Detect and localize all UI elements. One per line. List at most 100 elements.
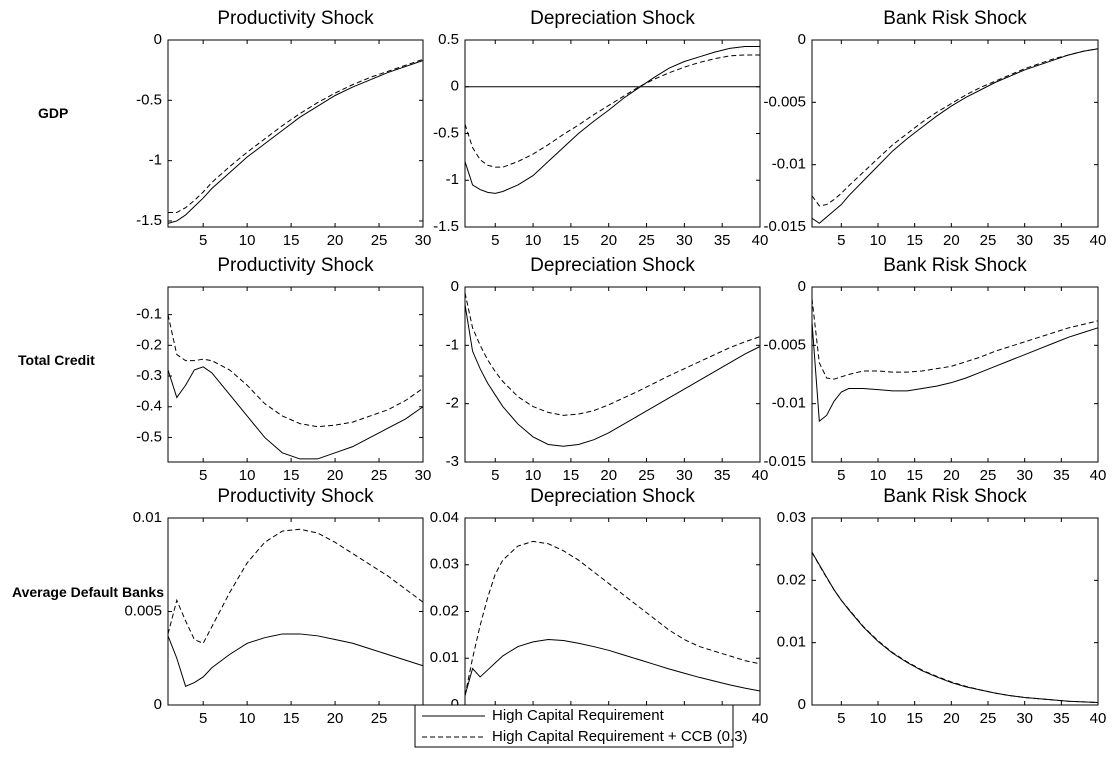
- x-tick-label: 5: [199, 232, 207, 249]
- series-line: [811, 48, 1099, 224]
- x-tick-label: 35: [1053, 467, 1070, 484]
- x-tick-label: 20: [327, 467, 344, 484]
- y-tick-label: -0.01: [772, 395, 806, 412]
- y-tick-label: -0.015: [763, 218, 806, 235]
- chart-title: Depreciation Shock: [530, 486, 695, 507]
- y-tick-label: 0.01: [777, 634, 806, 651]
- y-tick-label: 0.005: [124, 602, 162, 619]
- axes-box: [167, 286, 424, 463]
- series-line: [811, 298, 1099, 380]
- row-label: Average Default Banks: [12, 584, 164, 600]
- row-label: GDP: [38, 105, 69, 121]
- y-tick-label: 0: [154, 31, 162, 48]
- x-tick-label: 10: [870, 710, 887, 727]
- x-tick-label: 20: [943, 232, 960, 249]
- x-tick-label: 30: [1016, 710, 1033, 727]
- x-tick-label: 40: [1090, 710, 1107, 727]
- axes-box: [464, 517, 761, 706]
- chart-title: Depreciation Shock: [530, 255, 695, 276]
- series-line: [464, 54, 760, 168]
- x-tick-label: 25: [371, 232, 388, 249]
- y-tick-label: -0.015: [763, 453, 806, 470]
- x-tick-label: 5: [199, 710, 207, 727]
- y-tick-label: -0.005: [763, 93, 806, 110]
- x-tick-label: 40: [752, 467, 769, 484]
- x-tick-label: 10: [525, 232, 542, 249]
- x-tick-label: 35: [1053, 232, 1070, 249]
- chart-title: Bank Risk Shock: [883, 486, 1027, 507]
- x-tick-label: 15: [283, 232, 300, 249]
- x-tick-label: 40: [1090, 467, 1107, 484]
- y-tick-label: -0.2: [136, 336, 162, 353]
- axes-box: [464, 286, 761, 463]
- chart-title: Bank Risk Shock: [883, 8, 1027, 29]
- y-tick-label: 0.5: [438, 31, 459, 48]
- x-tick-label: 10: [239, 710, 256, 727]
- series-line: [167, 60, 424, 224]
- x-tick-label: 25: [371, 710, 388, 727]
- x-tick-label: 20: [943, 710, 960, 727]
- x-tick-label: 30: [676, 467, 693, 484]
- x-tick-label: 30: [415, 467, 432, 484]
- x-tick-label: 10: [525, 467, 542, 484]
- chart-title: Depreciation Shock: [530, 8, 695, 29]
- x-tick-label: 5: [199, 467, 207, 484]
- x-tick-label: 15: [563, 467, 580, 484]
- x-tick-label: 25: [638, 467, 655, 484]
- x-tick-label: 10: [870, 232, 887, 249]
- y-tick-label: -0.4: [136, 398, 162, 415]
- x-tick-label: 40: [752, 232, 769, 249]
- x-tick-label: 10: [239, 232, 256, 249]
- series-line: [464, 292, 761, 416]
- x-tick-label: 15: [283, 710, 300, 727]
- y-tick-label: 0: [451, 278, 459, 295]
- series-line: [167, 528, 424, 644]
- y-tick-label: 0.03: [430, 556, 459, 573]
- y-tick-label: 0: [451, 696, 459, 713]
- series-line: [464, 639, 761, 696]
- y-tick-label: -0.1: [136, 306, 162, 323]
- x-tick-label: 20: [327, 710, 344, 727]
- y-tick-label: 0: [154, 696, 162, 713]
- x-tick-label: 25: [980, 710, 997, 727]
- axes-box: [811, 286, 1099, 463]
- y-tick-label: -1: [446, 171, 459, 188]
- y-tick-label: 0: [798, 278, 806, 295]
- legend-box: [414, 704, 734, 748]
- x-tick-label: 15: [906, 710, 923, 727]
- x-tick-label: 25: [638, 232, 655, 249]
- y-tick-label: -0.5: [433, 124, 459, 141]
- series-line: [168, 58, 424, 214]
- axes-box: [811, 517, 1099, 706]
- x-tick-label: 25: [980, 467, 997, 484]
- y-tick-label: -3: [446, 453, 459, 470]
- row-label: Total Credit: [18, 352, 95, 368]
- x-tick-label: 40: [1090, 232, 1107, 249]
- x-tick-label: 5: [491, 467, 499, 484]
- axes-box: [167, 517, 424, 706]
- series-line: [811, 552, 1099, 704]
- series-line: [811, 321, 1099, 423]
- y-tick-label: -0.01: [772, 156, 806, 173]
- x-tick-label: 35: [714, 467, 731, 484]
- x-tick-label: 10: [239, 467, 256, 484]
- series-line: [167, 366, 424, 460]
- y-tick-label: -1.5: [136, 212, 162, 229]
- x-tick-label: 15: [283, 467, 300, 484]
- x-tick-label: 25: [371, 467, 388, 484]
- y-tick-label: 0.01: [133, 509, 162, 526]
- x-tick-label: 5: [491, 232, 499, 249]
- y-tick-label: -1: [149, 152, 162, 169]
- x-tick-label: 30: [1016, 467, 1033, 484]
- x-tick-label: 10: [870, 467, 887, 484]
- series-line: [167, 314, 424, 428]
- y-tick-label: 0: [798, 696, 806, 713]
- x-tick-label: 20: [943, 467, 960, 484]
- y-tick-label: -2: [446, 395, 459, 412]
- x-tick-label: 35: [714, 232, 731, 249]
- y-tick-label: 0: [451, 78, 459, 95]
- y-tick-label: -0.5: [136, 91, 162, 108]
- series-line: [464, 46, 760, 194]
- y-tick-label: -1: [446, 336, 459, 353]
- y-tick-label: 0.03: [777, 509, 806, 526]
